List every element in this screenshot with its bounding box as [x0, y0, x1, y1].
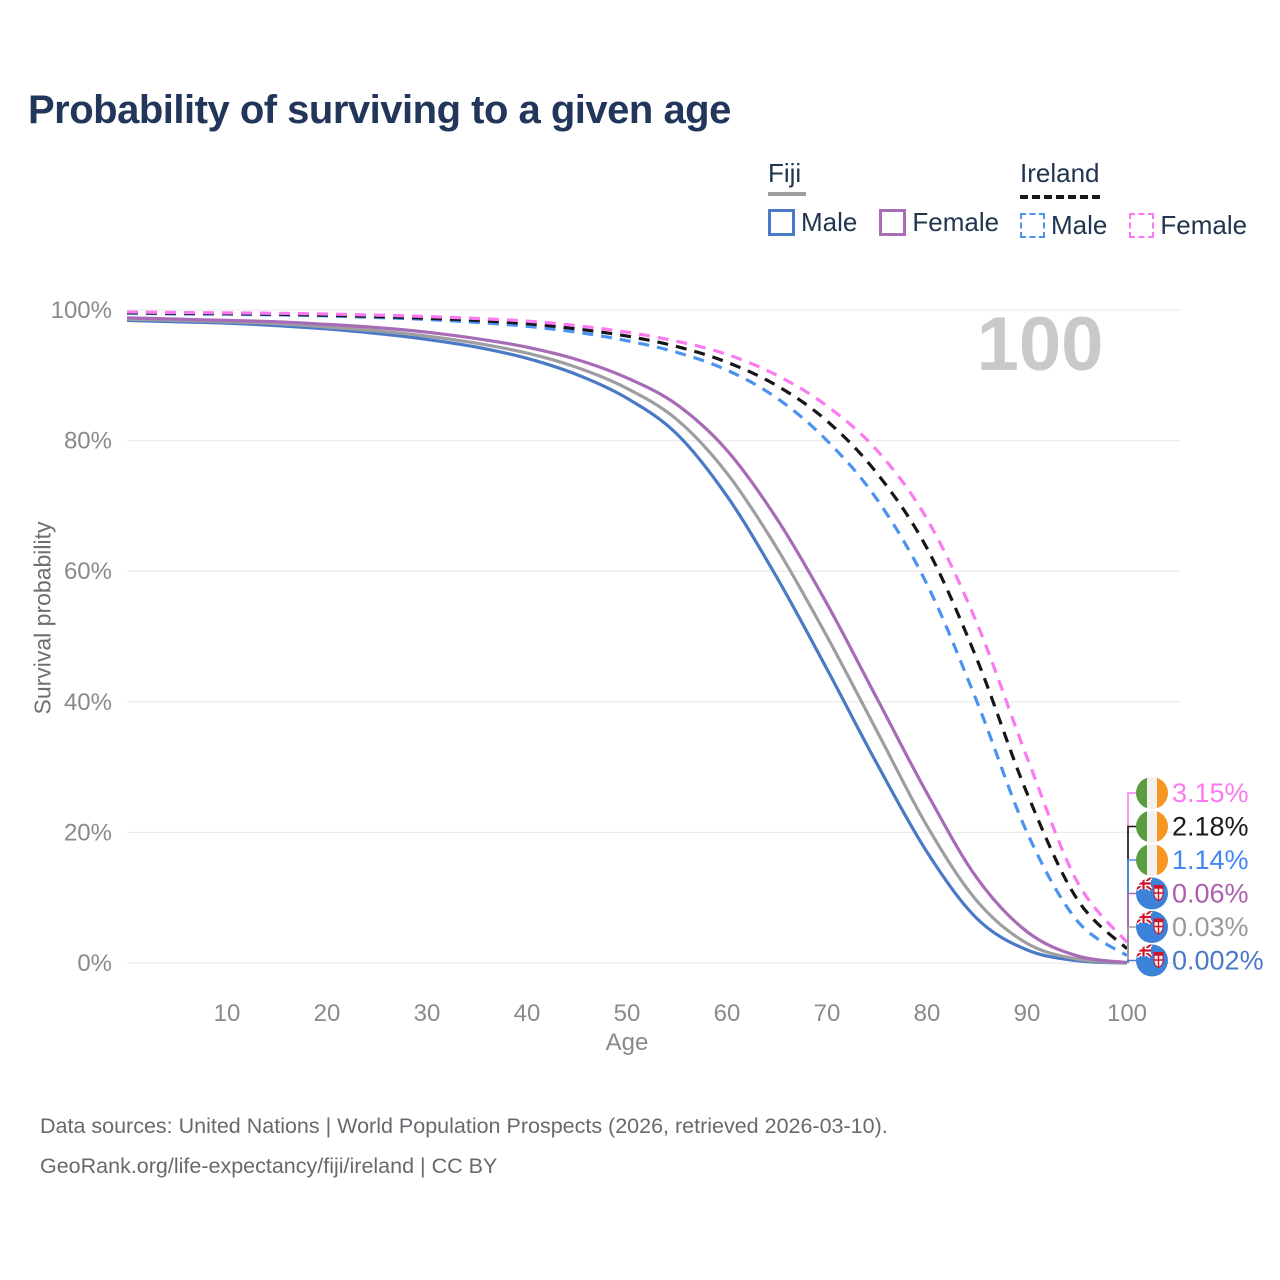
- x-tick-label: 40: [514, 1000, 541, 1027]
- page-title: Probability of surviving to a given age: [28, 88, 731, 132]
- legend-label: Female: [912, 207, 1000, 237]
- line-swatch-icon: [1020, 213, 1045, 238]
- x-tick-label: 80: [914, 1000, 941, 1027]
- y-tick-label: 20%: [64, 819, 112, 846]
- end-label-ireland-total: 2.18%: [1172, 812, 1249, 842]
- x-tick-label: 90: [1014, 1000, 1041, 1027]
- end-label-fiji-total: 0.03%: [1172, 912, 1249, 942]
- x-tick-label: 20: [314, 1000, 341, 1027]
- end-connector-ireland-male: [1127, 859, 1136, 956]
- footer-data-sources: Data sources: United Nations | World Pop…: [40, 1114, 888, 1138]
- age-watermark: 100: [977, 302, 1104, 387]
- legend-label: Male: [1051, 210, 1108, 240]
- x-tick-label: 70: [814, 1000, 841, 1027]
- flag-ireland-icon: [1136, 777, 1168, 809]
- y-tick-label: 80%: [64, 428, 112, 455]
- legend-label: Female: [1160, 210, 1248, 240]
- line-swatch-icon: [768, 209, 795, 236]
- x-tick-label: 30: [414, 1000, 441, 1027]
- curve-ireland-female[interactable]: [126, 310, 1129, 944]
- legend-item-fiji-female[interactable]: Female: [879, 207, 999, 238]
- legend-group-ireland: Ireland Male Female: [1020, 158, 1247, 241]
- flag-ireland-icon: [1136, 844, 1168, 876]
- end-connector-ireland-female: [1127, 792, 1136, 943]
- curve-fiji-male[interactable]: [126, 318, 1128, 965]
- y-tick-label: 100%: [51, 297, 112, 324]
- y-tick-label: 40%: [64, 689, 112, 716]
- y-tick-label: 60%: [64, 558, 112, 585]
- legend-underline-ireland: [1020, 195, 1100, 199]
- legend-country-fiji: Fiji: [768, 158, 802, 188]
- legend-label: Male: [801, 207, 858, 237]
- x-axis-title: Age: [606, 1029, 649, 1056]
- curve-fiji-female[interactable]: [126, 316, 1128, 965]
- footer-attribution: GeoRank.org/life-expectancy/fiji/ireland…: [40, 1154, 498, 1178]
- legend-group-fiji: Fiji Male Female: [768, 158, 999, 238]
- legend-item-fiji-male[interactable]: Male: [768, 207, 857, 238]
- end-connector-fiji-male: [1127, 959, 1136, 963]
- curve-ireland-male[interactable]: [126, 311, 1128, 957]
- end-label-fiji-male: 0.002%: [1172, 946, 1264, 976]
- flag-fiji-icon: [1136, 944, 1168, 977]
- curve-fiji-total[interactable]: [126, 317, 1128, 965]
- end-connector-fiji-total: [1127, 926, 1136, 963]
- end-label-ireland-female: 3.15%: [1172, 778, 1249, 808]
- y-tick-label: 0%: [77, 950, 112, 977]
- end-connector-ireland-total: [1127, 825, 1136, 949]
- end-label-ireland-male: 1.14%: [1172, 845, 1249, 875]
- flag-fiji-icon: [1136, 877, 1168, 910]
- footer: Data sources: United Nations | World Pop…: [40, 1106, 888, 1186]
- curve-ireland-total[interactable]: [126, 311, 1129, 950]
- x-tick-label: 50: [614, 1000, 641, 1027]
- x-tick-label: 60: [714, 1000, 741, 1027]
- end-label-fiji-female: 0.06%: [1172, 879, 1249, 909]
- end-connector-fiji-female: [1127, 892, 1136, 963]
- line-swatch-icon: [1129, 213, 1155, 238]
- flag-ireland-icon: [1136, 810, 1168, 843]
- x-tick-label: 10: [214, 1000, 241, 1027]
- flag-fiji-icon: [1136, 911, 1168, 943]
- legend-item-ireland-female[interactable]: Female: [1129, 210, 1247, 241]
- legend-item-ireland-male[interactable]: Male: [1020, 210, 1107, 241]
- x-tick-label: 100: [1107, 1000, 1147, 1027]
- line-swatch-icon: [879, 209, 907, 236]
- legend-underline-fiji: [768, 192, 806, 196]
- legend-country-ireland: Ireland: [1020, 158, 1100, 188]
